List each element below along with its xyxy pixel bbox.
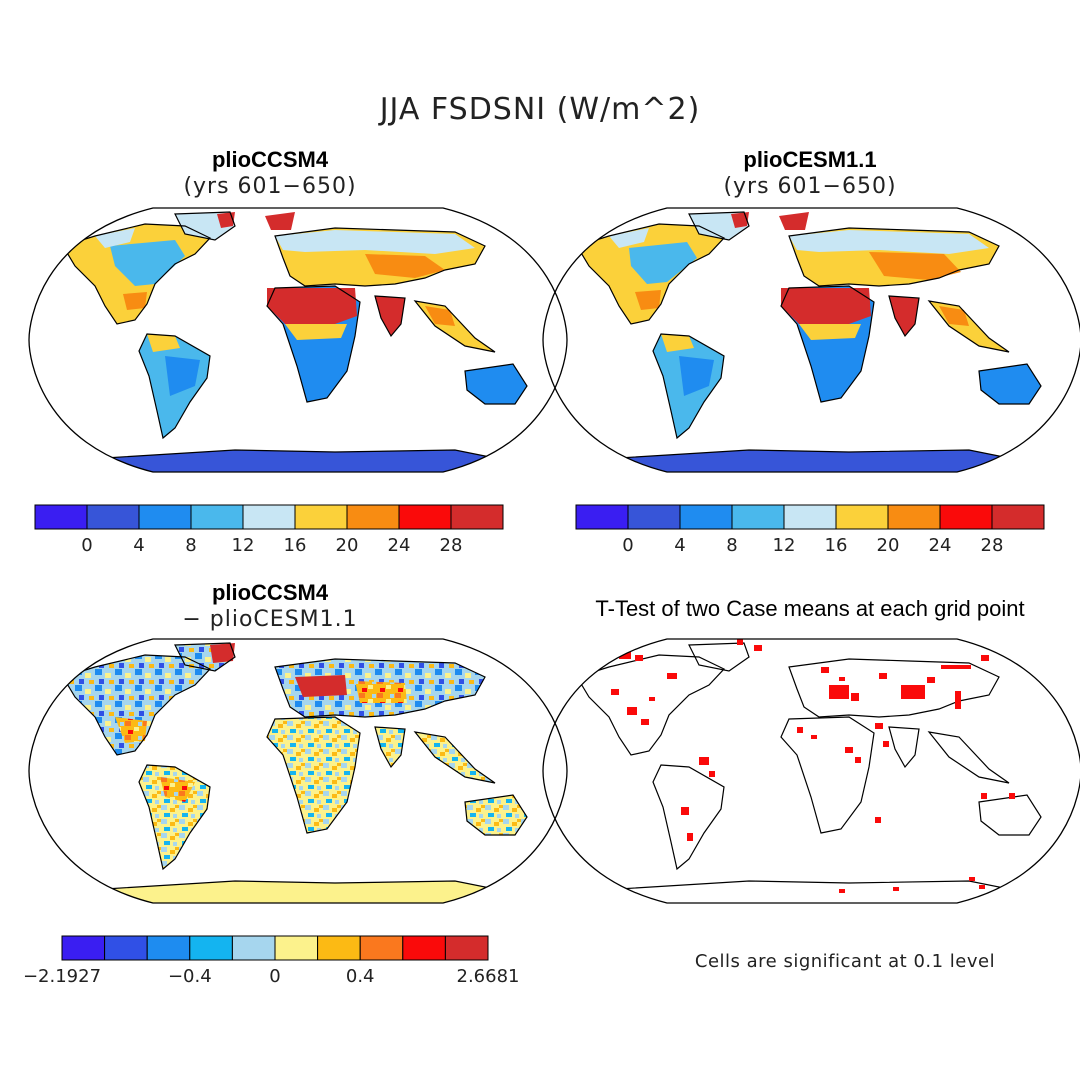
- panel-2-title: plioCESM1.1: [743, 147, 877, 172]
- colorbar-tick-label: 0: [81, 535, 92, 556]
- colorbar-swatch: [359, 935, 404, 961]
- colorbar-1: 0 4 8 12 16 20 24 28: [34, 504, 504, 556]
- colorbar-tick-label: 20: [336, 535, 359, 556]
- panel-3-land: [63, 643, 527, 903]
- colorbar-swatch: [138, 504, 192, 530]
- colorbar-swatch: [679, 504, 733, 530]
- panel-1-subtitle: (yrs 601−650): [183, 174, 357, 199]
- colorbar-swatch: [346, 504, 400, 530]
- colorbar-swatch: [86, 504, 140, 530]
- colorbar-2: 0 4 8 12 16 20 24 28: [575, 504, 1045, 556]
- colorbar-swatch: [317, 935, 361, 961]
- colorbar-swatch: [783, 504, 837, 530]
- panel-4-title: T-Test of two Case means at each grid po…: [595, 596, 1025, 621]
- colorbar-swatch: [627, 504, 681, 530]
- panel-3-map: [28, 638, 568, 904]
- colorbar-swatch: [61, 935, 106, 961]
- colorbar-tick-label: 28: [440, 535, 463, 556]
- colorbar-swatch: [939, 504, 993, 530]
- colorbar-tick-label: 20: [877, 535, 900, 556]
- colorbar-swatch: [991, 504, 1045, 530]
- panel-3-title: plioCCSM4: [211, 580, 329, 605]
- colorbar-tick-label: 4: [133, 535, 144, 556]
- colorbar-tick-label: 4: [674, 535, 685, 556]
- colorbar-tick-label: 24: [929, 535, 952, 556]
- panel-2-land: [577, 212, 1041, 472]
- colorbar-swatch: [444, 935, 489, 961]
- panel-3-subtitle: − plioCESM1.1: [182, 607, 358, 632]
- colorbar-tick-label: 0.4: [346, 966, 375, 987]
- colorbar-tick-label: 24: [388, 535, 411, 556]
- panel-2-map: [542, 207, 1080, 473]
- colorbar-swatch: [274, 935, 319, 961]
- colorbar-tick-label: 12: [773, 535, 796, 556]
- colorbar-swatch: [398, 504, 452, 530]
- colorbar-swatch: [34, 504, 88, 530]
- colorbar-tick-label: 2.6681: [457, 966, 520, 987]
- panel-1-map: [28, 207, 568, 473]
- colorbar-swatch: [190, 504, 244, 530]
- colorbar-swatch: [731, 504, 785, 530]
- panel-1-land: [63, 212, 527, 472]
- panel-4-map: [542, 638, 1080, 904]
- colorbar-tick-label: 0: [622, 535, 633, 556]
- colorbar-swatch: [575, 504, 629, 530]
- colorbar-tick-label: 16: [284, 535, 307, 556]
- colorbar-tick-label: 8: [185, 535, 196, 556]
- colorbar-tick-label: 16: [825, 535, 848, 556]
- colorbar-swatch: [402, 935, 446, 961]
- colorbar-swatch: [231, 935, 276, 961]
- significant-cells: [611, 639, 1015, 893]
- panel-2-subtitle: (yrs 601−650): [723, 174, 897, 199]
- significance-note: Cells are significant at 0.1 level: [694, 951, 996, 972]
- colorbar-tick-label: −2.1927: [23, 966, 101, 987]
- colorbar-swatch: [146, 935, 191, 961]
- figure-title: JJA FSDSNI (W/m^2): [379, 92, 701, 127]
- colorbar-tick-label: 0: [269, 966, 280, 987]
- colorbar-swatch: [835, 504, 889, 530]
- colorbar-swatch: [450, 504, 504, 530]
- colorbar-tick-label: 12: [232, 535, 255, 556]
- colorbar-swatch: [294, 504, 348, 530]
- colorbar-swatch: [887, 504, 941, 530]
- colorbar-swatch: [189, 935, 233, 961]
- colorbar-swatch: [104, 935, 148, 961]
- colorbar-tick-label: 8: [726, 535, 737, 556]
- colorbar-tick-label: −0.4: [168, 966, 212, 987]
- colorbar-swatch: [242, 504, 296, 530]
- colorbar-3: −2.1927 −0.4 0 0.4 2.6681: [23, 935, 520, 987]
- panel-1-title: plioCCSM4: [211, 147, 329, 172]
- colorbar-tick-label: 28: [981, 535, 1004, 556]
